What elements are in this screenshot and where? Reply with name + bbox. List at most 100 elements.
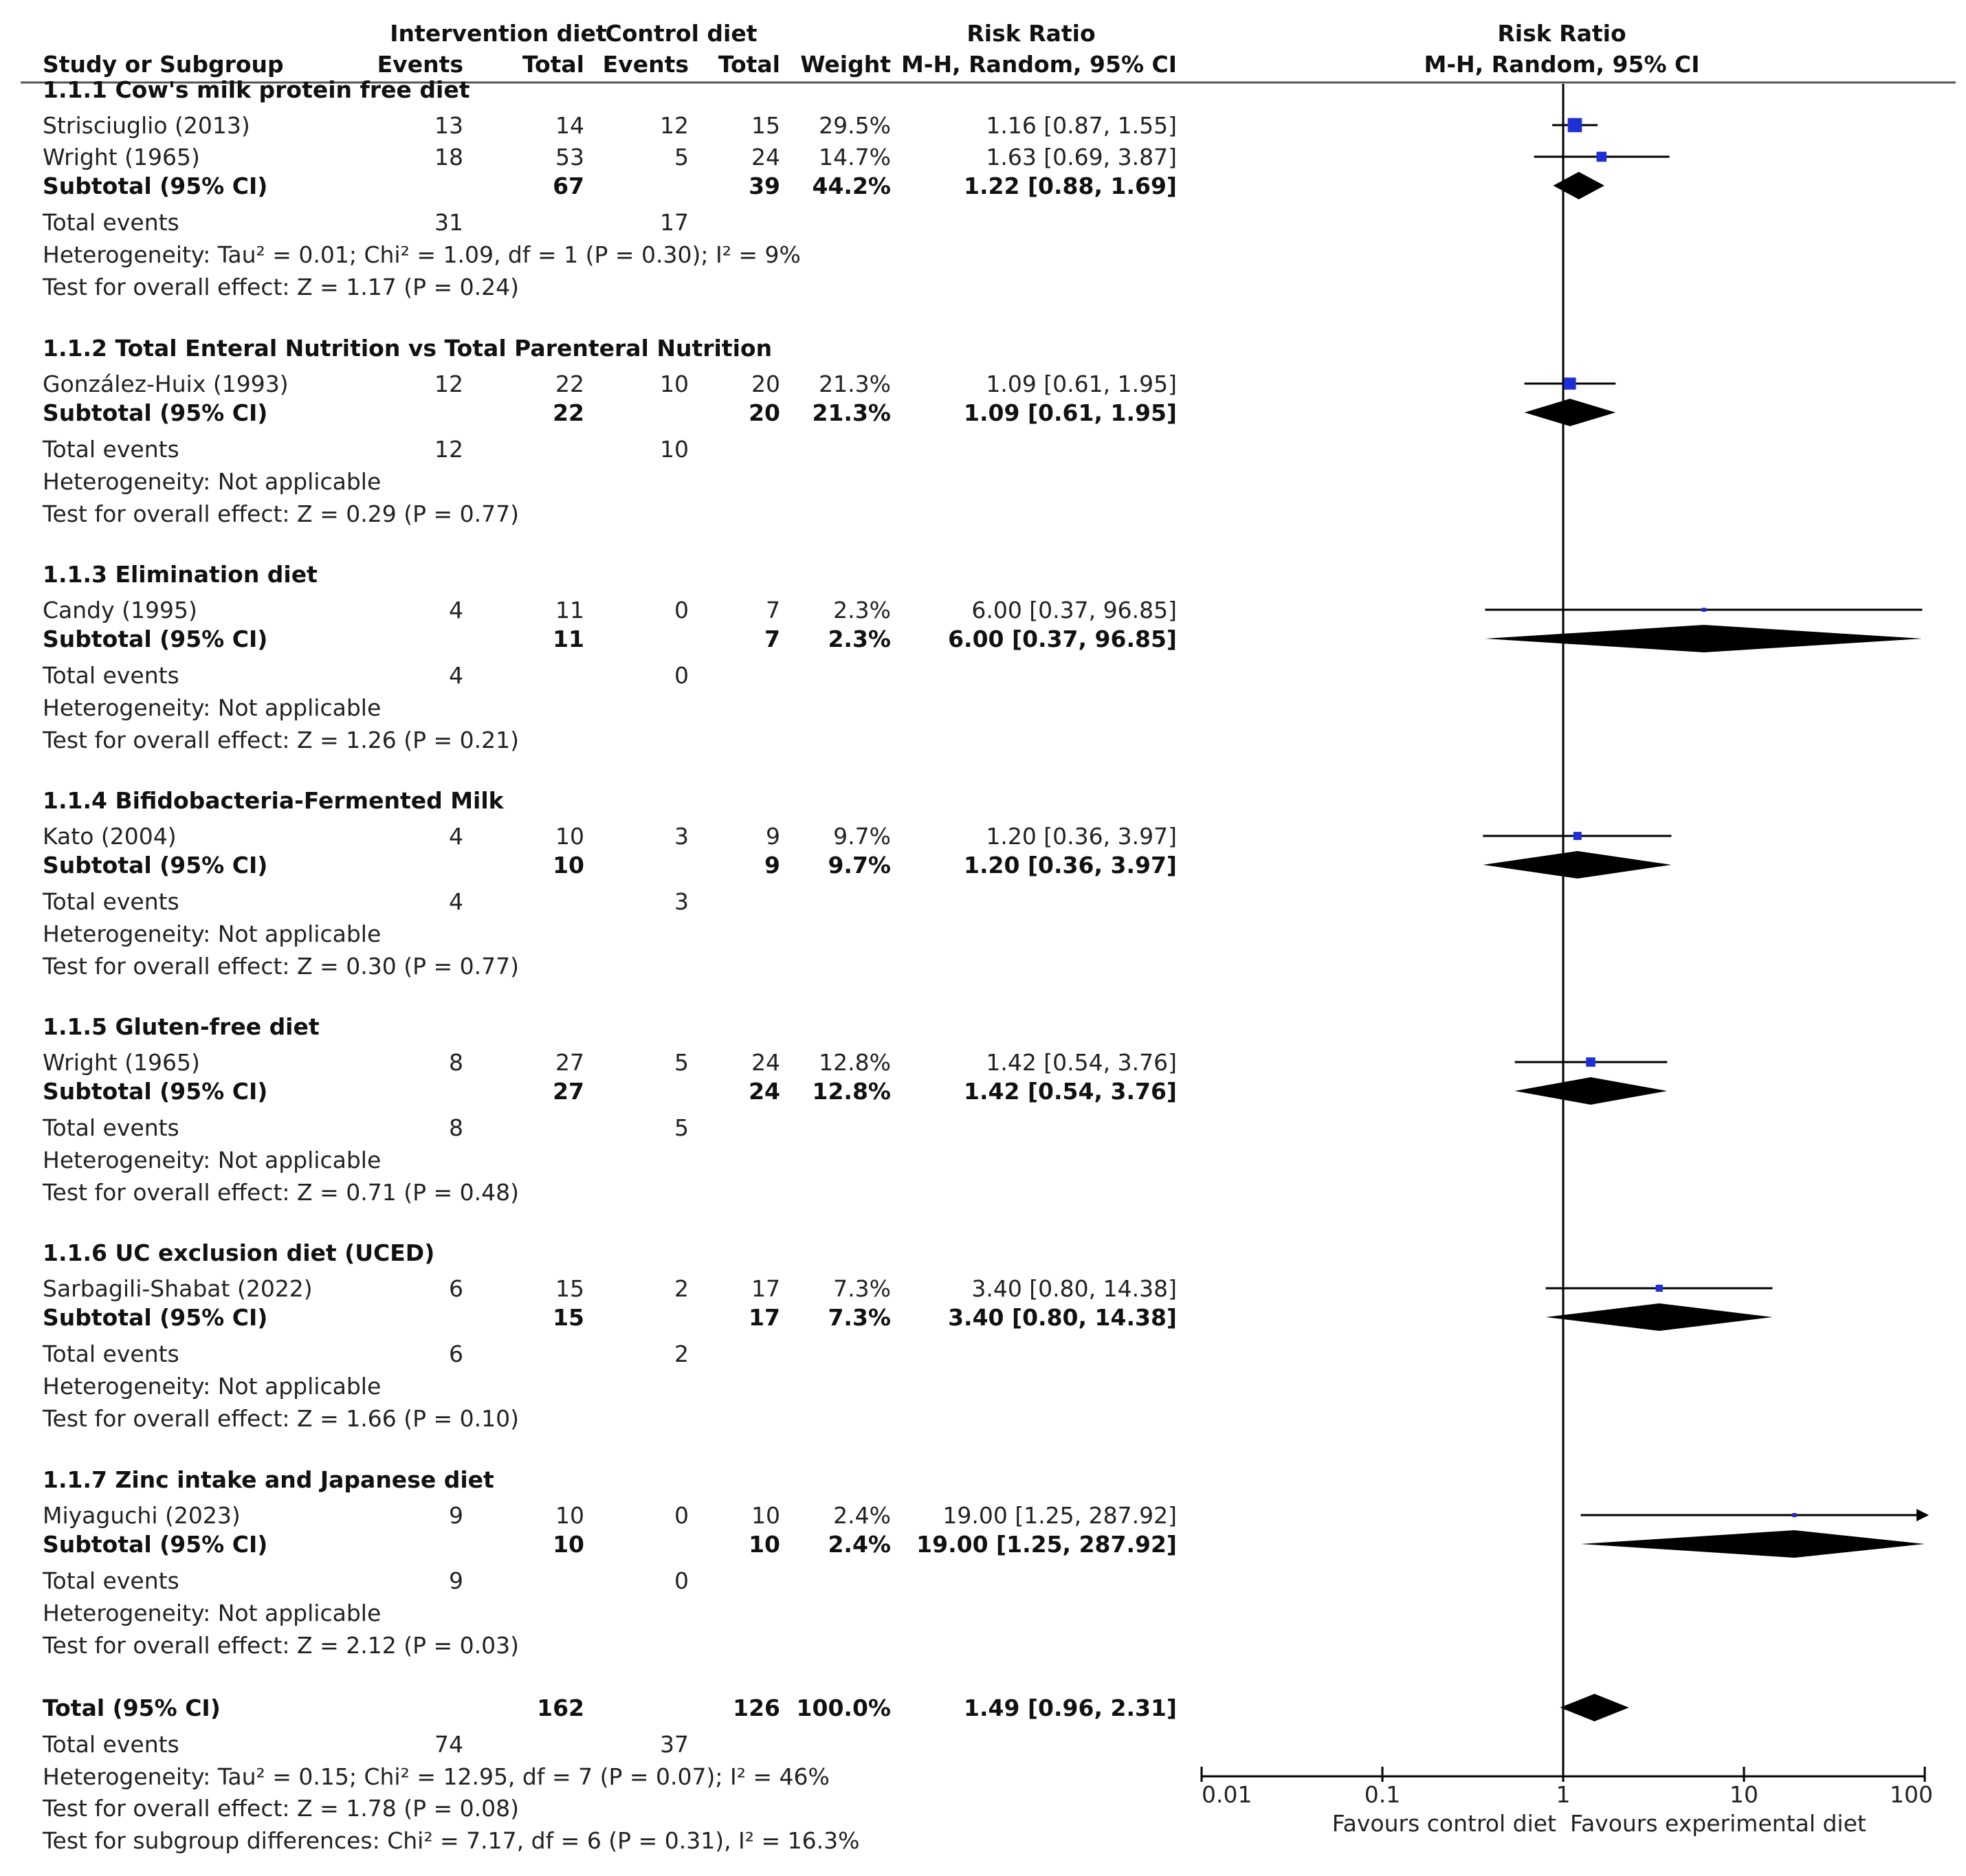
study-total-control: 17	[751, 1275, 780, 1302]
study-weight: 9.7%	[833, 823, 891, 850]
subgroup-differences-text: Test for subgroup differences: Chi² = 7.…	[42, 1827, 859, 1854]
favours-experimental-label: Favours experimental diet	[1570, 1810, 1866, 1837]
subgroup-title: 1.1.1 Cow's milk protein free diet	[43, 76, 470, 103]
overall-effect-text: Test for overall effect: Z = 1.26 (P = 0…	[42, 727, 519, 753]
study-events-intervention: 12	[434, 371, 463, 397]
subtotal-total-intervention: 10	[553, 1531, 584, 1558]
overall-test-text: Test for overall effect: Z = 1.78 (P = 0…	[42, 1795, 519, 1822]
subtotal-label: Subtotal (95% CI)	[43, 1078, 267, 1105]
total-events-intervention: 4	[449, 888, 463, 915]
total-control: 126	[733, 1695, 780, 1721]
study-total-control: 20	[751, 371, 780, 397]
study-weight-square	[1573, 832, 1582, 840]
total-events-control: 17	[660, 209, 689, 236]
subtotal-total-control: 39	[749, 173, 780, 199]
total-events-control: 2	[674, 1340, 689, 1367]
overall-effect-text: Test for overall effect: Z = 0.30 (P = 0…	[42, 953, 519, 980]
ci-truncation-arrow	[1917, 1509, 1929, 1521]
subtotal-total-intervention: 10	[553, 852, 584, 879]
total-events-intervention: 9	[449, 1567, 463, 1594]
total-events-label: Total events	[42, 1567, 179, 1594]
study-risk-ratio-ci: 1.42 [0.54, 3.76]	[986, 1049, 1177, 1076]
subgroup-title: 1.1.7 Zinc intake and Japanese diet	[43, 1466, 494, 1493]
study-weight-square	[1586, 1057, 1595, 1067]
study-events-control: 0	[674, 1502, 689, 1529]
subtotal-risk-ratio-ci: 19.00 [1.25, 287.92]	[916, 1531, 1177, 1558]
study-total-intervention: 27	[555, 1049, 584, 1076]
subtotal-diamond	[1514, 1077, 1668, 1105]
header-total-control: Total	[718, 51, 780, 78]
study-total-intervention: 10	[555, 1502, 584, 1529]
study-weight: 2.4%	[833, 1502, 891, 1529]
subtotal-risk-ratio-ci: 3.40 [0.80, 14.38]	[948, 1304, 1177, 1331]
study-weight: 14.7%	[819, 144, 891, 170]
study-total-control: 24	[751, 144, 780, 170]
study-total-control: 7	[766, 597, 780, 624]
study-events-intervention: 4	[449, 823, 463, 850]
study-total-control: 15	[751, 112, 780, 139]
header-risk-ratio-plot: Risk Ratio	[1497, 20, 1626, 47]
total-events-control: 3	[674, 888, 689, 915]
study-events-intervention: 9	[449, 1502, 463, 1529]
study-events-control: 12	[660, 112, 689, 139]
x-axis-tick-label: 100	[1890, 1781, 1933, 1808]
study-weight-square	[1655, 1284, 1663, 1292]
study-total-intervention: 10	[555, 823, 584, 850]
study-events-control: 10	[660, 371, 689, 397]
subtotal-weight: 2.3%	[828, 626, 891, 652]
total-events-intervention: 6	[449, 1340, 463, 1367]
study-total-intervention: 15	[555, 1275, 584, 1302]
subtotal-total-intervention: 22	[553, 399, 584, 426]
header-study-or-subgroup: Study or Subgroup	[43, 51, 284, 78]
study-events-control: 2	[674, 1275, 689, 1302]
study-events-intervention: 18	[434, 144, 463, 170]
study-name: Candy (1995)	[43, 597, 197, 624]
total-events-label: Total events	[42, 436, 179, 463]
total-events-intervention: 4	[449, 662, 463, 689]
subtotal-total-control: 7	[764, 626, 780, 652]
total-events-label: Total events	[42, 662, 179, 689]
subtotal-label: Subtotal (95% CI)	[43, 173, 267, 199]
subtotal-total-intervention: 15	[553, 1304, 584, 1331]
study-events-control: 5	[674, 144, 689, 170]
study-events-control: 0	[674, 597, 689, 624]
study-total-intervention: 11	[555, 597, 584, 624]
total-events-overall-label: Total events	[42, 1731, 179, 1758]
study-name: Sarbagili-Shabat (2022)	[43, 1275, 313, 1302]
study-total-intervention: 14	[555, 112, 584, 139]
study-total-control: 24	[751, 1049, 780, 1076]
subtotal-risk-ratio-ci: 1.22 [0.88, 1.69]	[964, 173, 1177, 199]
study-events-control: 5	[674, 1049, 689, 1076]
study-name: González-Huix (1993)	[43, 371, 289, 397]
study-events-intervention: 4	[449, 597, 463, 624]
subtotal-diamond	[1553, 172, 1604, 199]
overall-effect-text: Test for overall effect: Z = 1.66 (P = 0…	[42, 1405, 519, 1432]
subtotal-label: Subtotal (95% CI)	[43, 1531, 267, 1558]
study-total-control: 9	[766, 823, 780, 850]
total-events-intervention: 12	[434, 436, 463, 463]
study-risk-ratio-ci: 1.20 [0.36, 3.97]	[986, 823, 1177, 850]
study-name: Strisciuglio (2013)	[43, 112, 250, 139]
subtotal-risk-ratio-ci: 1.20 [0.36, 3.97]	[964, 852, 1177, 879]
total-events-control: 10	[660, 436, 689, 463]
subtotal-risk-ratio-ci: 1.42 [0.54, 3.76]	[964, 1078, 1177, 1105]
subtotal-total-intervention: 67	[553, 173, 584, 199]
study-weight-square	[1567, 118, 1582, 133]
study-risk-ratio-ci: 1.09 [0.61, 1.95]	[986, 371, 1177, 397]
total-events-label: Total events	[42, 1340, 179, 1367]
subtotal-total-control: 24	[749, 1078, 780, 1105]
subtotal-diamond	[1483, 851, 1672, 879]
header-events-control: Events	[603, 51, 689, 78]
study-risk-ratio-ci: 6.00 [0.37, 96.85]	[971, 597, 1177, 624]
header-intervention-diet: Intervention diet	[390, 20, 607, 47]
total-events-intervention: 8	[449, 1114, 463, 1141]
subtotal-diamond	[1545, 1303, 1773, 1331]
total-weight: 100.0%	[797, 1695, 891, 1721]
study-risk-ratio-ci: 3.40 [0.80, 14.38]	[971, 1275, 1177, 1302]
subtotal-diamond	[1485, 625, 1923, 652]
study-events-intervention: 8	[449, 1049, 463, 1076]
total-events-overall-control: 37	[660, 1731, 689, 1758]
study-weight: 2.3%	[833, 597, 891, 624]
subtotal-total-control: 10	[749, 1531, 780, 1558]
